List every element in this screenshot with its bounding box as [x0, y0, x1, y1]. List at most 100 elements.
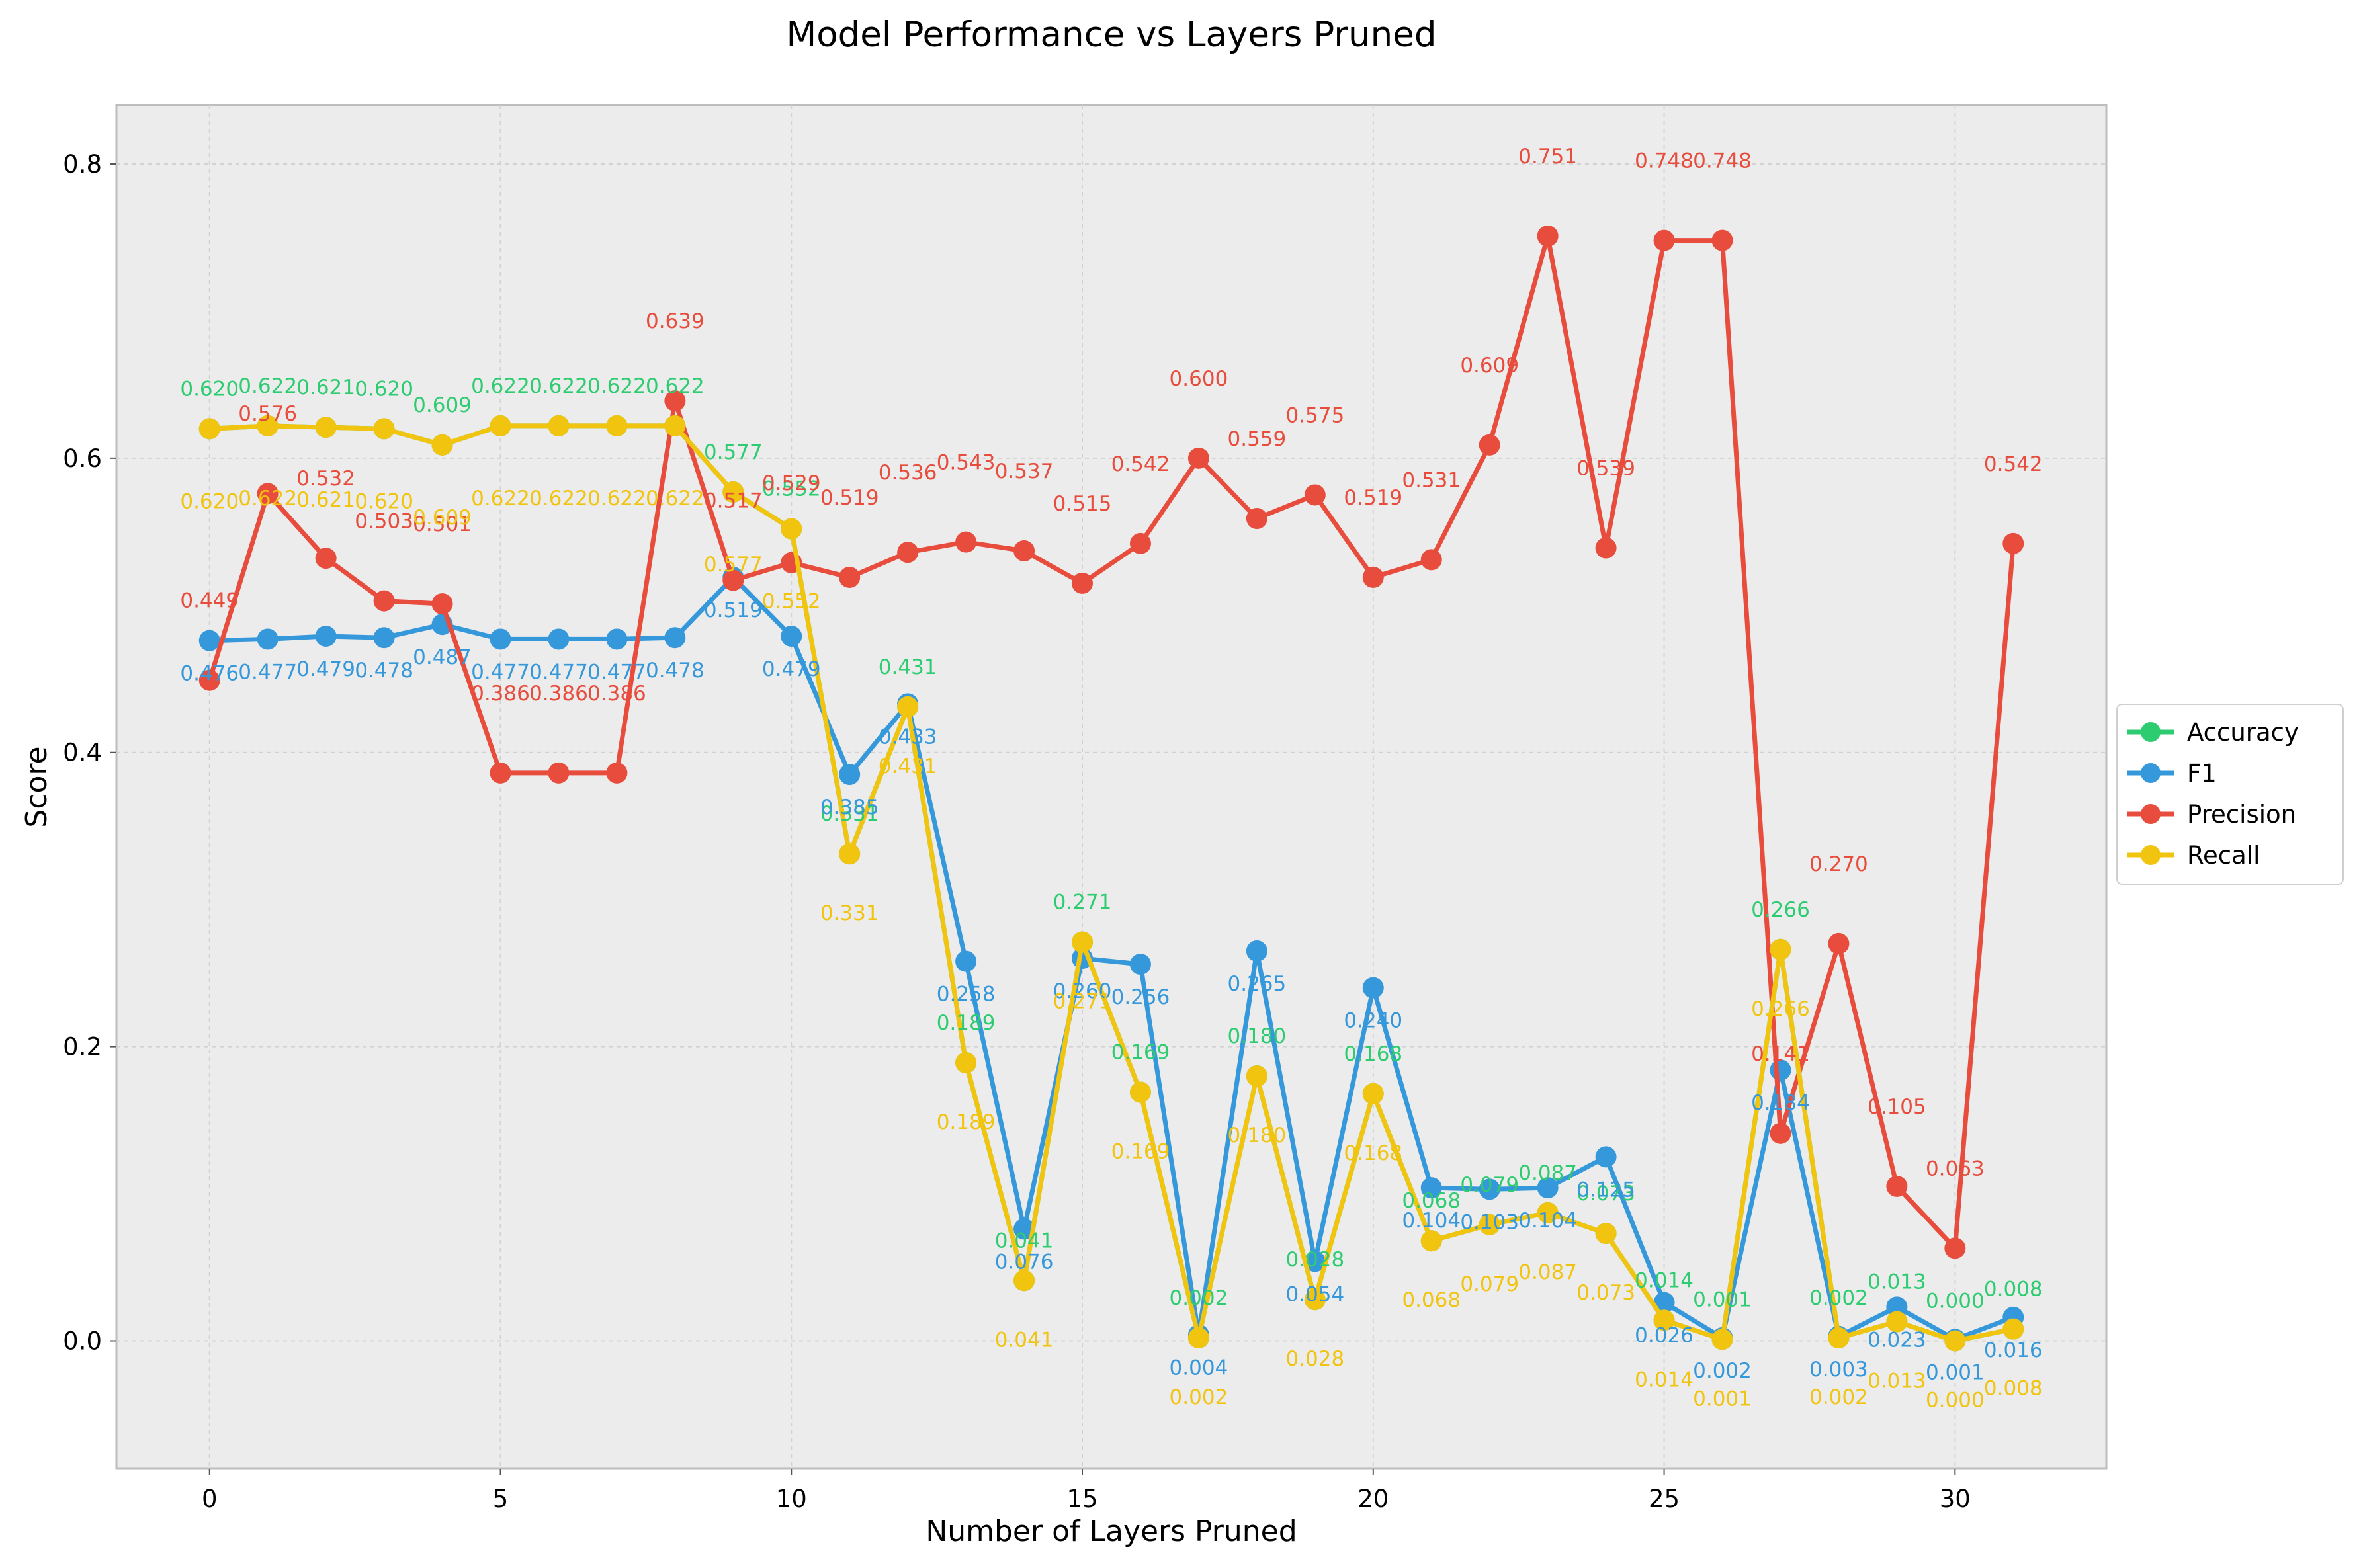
recall-value-label: 0.013 [1868, 1370, 1926, 1393]
f1-value-label: 0.260 [1053, 979, 1112, 1003]
recall-value-label: 0.622 [471, 487, 530, 511]
f1-point [839, 764, 861, 786]
precision-point [1362, 567, 1384, 589]
precision-value-label: 0.542 [1984, 452, 2043, 476]
recall-value-label: 0.008 [1984, 1377, 2043, 1401]
precision-value-label: 0.519 [820, 486, 879, 510]
recall-point [1420, 1230, 1442, 1252]
accuracy-value-label: 0.189 [937, 1011, 996, 1035]
recall-value-label: 0.041 [995, 1328, 1054, 1352]
recall-value-label: 0.622 [587, 487, 646, 511]
accuracy-value-label: 0.622 [646, 374, 705, 398]
x-tick-label: 25 [1649, 1485, 1680, 1513]
accuracy-value-label: 0.266 [1751, 898, 1810, 922]
recall-value-label: 0.014 [1635, 1368, 1694, 1391]
f1-value-label: 0.479 [296, 657, 355, 681]
f1-point [257, 628, 279, 650]
recall-point [1886, 1311, 1908, 1333]
accuracy-value-label: 0.168 [1344, 1042, 1402, 1066]
f1-value-label: 0.103 [1460, 1210, 1519, 1234]
f1-point [548, 628, 570, 650]
accuracy-value-label: 0.008 [1984, 1278, 2043, 1301]
recall-value-label: 0.068 [1402, 1288, 1461, 1312]
y-tick-label: 0.8 [63, 150, 102, 179]
series-layer [198, 225, 2024, 1352]
recall-point [1595, 1223, 1617, 1245]
f1-value-label: 0.104 [1402, 1209, 1461, 1233]
precision-point [1246, 508, 1267, 530]
recall-point [1537, 1202, 1559, 1223]
precision-point [1479, 434, 1500, 456]
precision-point [1653, 229, 1675, 251]
recall-value-label: 0.266 [1751, 997, 1810, 1021]
recall-point [1187, 1327, 1209, 1349]
precision-value-label: 0.503 [355, 510, 413, 534]
precision-value-label: 0.386 [529, 682, 588, 706]
f1-value-label: 0.004 [1170, 1356, 1228, 1380]
accuracy-value-label: 0.620 [180, 377, 239, 401]
recall-point [548, 415, 570, 436]
f1-value-label: 0.477 [529, 660, 588, 684]
legend-label-precision: Precision [2187, 800, 2296, 829]
recall-value-label: 0.168 [1344, 1141, 1402, 1165]
recall-point [606, 415, 628, 436]
precision-value-label: 0.748 [1635, 149, 1694, 173]
f1-point [1013, 1218, 1035, 1240]
recall-point [315, 417, 337, 438]
recall-value-label: 0.620 [355, 489, 413, 513]
f1-value-label: 0.477 [587, 660, 646, 684]
y-tick-label: 0.4 [63, 739, 102, 767]
y-tick-label: 0.0 [63, 1327, 102, 1355]
precision-point [1770, 1122, 1791, 1144]
legend: Accuracy F1 Precision Recall [2116, 704, 2344, 885]
precision-value-label: 0.537 [995, 460, 1054, 483]
x-tick-label: 10 [776, 1485, 807, 1513]
recall-value-label: 0.087 [1518, 1260, 1577, 1284]
f1-point [955, 950, 977, 972]
recall-value-label: 0.331 [820, 901, 879, 925]
recall-point [1072, 931, 1094, 953]
recall-point [198, 418, 220, 440]
f1-value-label: 0.385 [820, 796, 879, 819]
accuracy-value-label: 0.002 [1170, 1286, 1228, 1310]
precision-point [1944, 1237, 1966, 1259]
recall-value-label: 0.073 [1576, 1281, 1635, 1305]
accuracy-value-label: 0.041 [995, 1229, 1054, 1253]
f1-value-label: 0.477 [471, 660, 530, 684]
x-tick-label: 0 [202, 1485, 218, 1513]
recall-point [839, 843, 861, 865]
x-axis-label: Number of Layers Pruned [925, 1514, 1297, 1548]
recall-point [2002, 1318, 2024, 1340]
precision-value-label: 0.543 [937, 451, 996, 475]
recall-value-label: 0.180 [1228, 1124, 1287, 1147]
precision-value-label: 0.751 [1518, 145, 1577, 169]
recall-point [1304, 1289, 1326, 1311]
x-tick-label: 20 [1357, 1485, 1389, 1513]
accuracy-value-label: 0.001 [1693, 1288, 1752, 1311]
recall-value-label: 0.000 [1926, 1388, 1985, 1412]
accuracy-value-label: 0.087 [1518, 1161, 1577, 1185]
recall-point [490, 415, 511, 436]
precision-value-label: 0.517 [704, 489, 763, 513]
f1-value-label: 0.258 [937, 983, 996, 1007]
f1-value-label: 0.256 [1111, 985, 1170, 1009]
accuracy-value-label: 0.621 [296, 376, 355, 399]
accuracy-value-label: 0.079 [1460, 1173, 1519, 1197]
recall-point [1828, 1327, 1850, 1349]
precision-point [606, 762, 628, 784]
recall-point [1653, 1309, 1675, 1331]
accuracy-value-label: 0.622 [529, 374, 588, 398]
precision-point [1595, 537, 1617, 559]
recall-value-label: 0.620 [180, 489, 239, 513]
chart-title: Model Performance vs Layers Pruned [787, 15, 1437, 55]
recall-value-label: 0.189 [937, 1110, 996, 1134]
x-tick-label: 15 [1066, 1485, 1097, 1513]
legend-swatch-marker-precision [2141, 804, 2161, 824]
precision-point [198, 669, 220, 691]
f1-value-label: 0.479 [762, 657, 821, 681]
precision-value-label: 0.501 [413, 513, 472, 536]
precision-value-label: 0.529 [762, 472, 821, 495]
recall-value-label: 0.609 [413, 506, 472, 530]
precision-value-label: 0.559 [1228, 427, 1287, 451]
